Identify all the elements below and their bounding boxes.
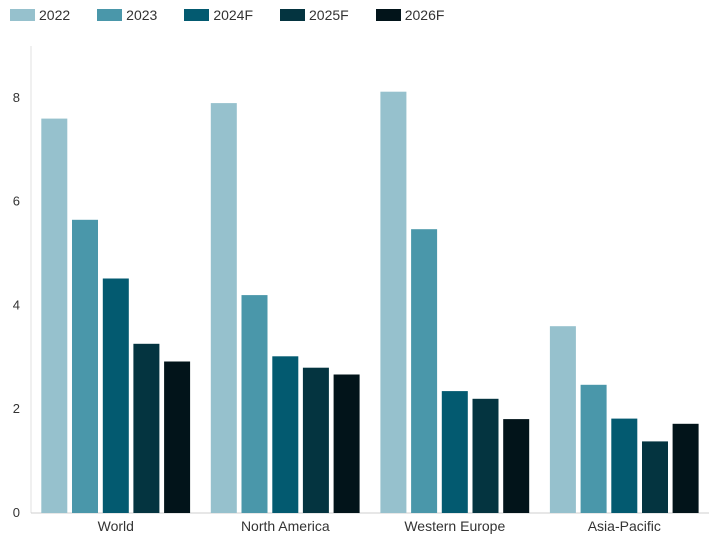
legend-swatch (184, 9, 210, 21)
legend-item: 2025F (280, 7, 349, 23)
legend-label: 2024F (213, 7, 254, 23)
legend-label: 2023 (126, 7, 158, 23)
legend-item: 2026F (375, 7, 445, 23)
legend-label: 2022 (39, 7, 71, 23)
bar (241, 295, 268, 513)
legend-label: 2026F (404, 7, 445, 23)
legend-item: 2023 (97, 7, 157, 23)
bar (333, 374, 360, 513)
legend-swatch (97, 9, 123, 21)
legend-label: 2025F (309, 7, 349, 23)
bar (72, 219, 98, 514)
bar (302, 367, 329, 513)
bar (503, 419, 530, 513)
legend-swatch (280, 9, 306, 21)
bar (441, 391, 468, 513)
bar (611, 418, 638, 513)
y-tick-label: 0 (13, 505, 20, 520)
x-category-label: North America (241, 518, 330, 534)
x-category-label: Western Europe (404, 518, 505, 534)
y-tick-label: 4 (13, 297, 20, 312)
bar (549, 326, 576, 513)
x-category-label: World (98, 518, 134, 534)
bar (41, 118, 68, 513)
legend-swatch (10, 9, 35, 21)
legend-item: 2024F (184, 7, 253, 23)
bar (411, 229, 438, 513)
bar (210, 103, 237, 513)
legend-swatch (375, 9, 401, 21)
bar (164, 361, 191, 513)
bar (380, 91, 407, 513)
bar (102, 278, 129, 513)
bar (272, 356, 299, 513)
legend-item: 2022 (10, 7, 70, 23)
bar (580, 384, 607, 513)
y-tick-label: 2 (13, 401, 20, 416)
bar (672, 423, 699, 513)
bar (472, 398, 499, 513)
bar (642, 441, 668, 513)
bar (133, 343, 160, 513)
y-tick-label: 8 (13, 90, 20, 105)
x-category-label: Asia-Pacific (588, 518, 661, 534)
y-tick-label: 6 (13, 194, 20, 209)
legend: 2022 2023 2024F 2025F 2026F (10, 5, 471, 25)
